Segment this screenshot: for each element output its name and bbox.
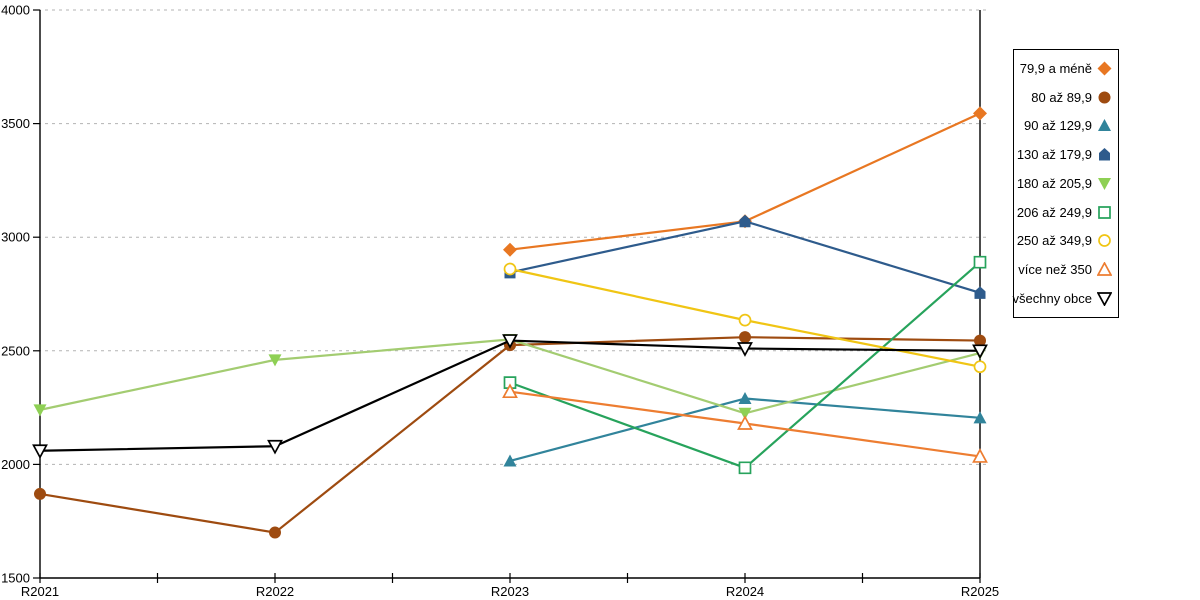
circle-marker-icon [739, 331, 751, 344]
series-markers-0 [503, 106, 987, 257]
legend-item-2: 90 až 129,9 [1014, 112, 1118, 140]
legend-item-5: 206 až 249,9 [1014, 198, 1118, 226]
legend-label: 180 až 205,9 [1016, 175, 1092, 191]
triangle-up-marker-icon [503, 454, 517, 467]
circle-marker-icon [1098, 91, 1111, 104]
triangle-down-marker-icon [1098, 177, 1111, 190]
triangle-up-marker-icon [972, 448, 988, 463]
series-line-3 [508, 220, 982, 294]
legend-label: 90 až 129,9 [1024, 118, 1092, 134]
triangle-down-marker-icon [32, 444, 48, 460]
pentagon-marker-icon [739, 214, 751, 228]
legend-item-7: více než 350 [1014, 256, 1118, 284]
legend-label: více než 350 [1018, 262, 1092, 278]
series-line-1 [38, 336, 982, 534]
x-tick-label: R2023 [491, 584, 529, 599]
triangle-up-marker-icon [973, 411, 987, 424]
circle-marker-icon [34, 487, 46, 500]
x-tick-label: R2022 [256, 584, 294, 599]
circle-marker-icon [1098, 234, 1111, 248]
circle-icon [1098, 234, 1111, 248]
y-tick-label: 3500 [1, 116, 30, 131]
y-tick-label: 2500 [1, 343, 30, 358]
triangle-down-marker-icon [267, 439, 283, 455]
square-icon [1098, 205, 1111, 219]
pentagon-marker-icon [974, 286, 986, 299]
series-markers-7 [502, 383, 988, 463]
legend-label: 250 až 349,9 [1016, 233, 1092, 249]
series-markers-5 [503, 255, 987, 475]
series-markers-6 [503, 262, 987, 374]
series-line-0 [508, 112, 982, 251]
legend-label: 80 až 89,9 [1031, 89, 1092, 105]
series-line-5 [508, 261, 982, 469]
y-tick-label: 4000 [1, 3, 30, 18]
triangle-down-marker-icon [502, 334, 518, 349]
triangle-up-marker-icon [738, 392, 752, 405]
triangle-up-marker-icon [1097, 262, 1112, 277]
series-markers-2 [503, 392, 987, 467]
diamond-marker-icon [503, 242, 517, 257]
legend-item-6: 250 až 349,9 [1014, 227, 1118, 255]
circle-marker-icon [738, 313, 752, 327]
legend-label: 206 až 249,9 [1016, 204, 1092, 220]
x-tick-label: R2024 [726, 584, 764, 599]
legend-item-4: 180 až 205,9 [1014, 169, 1118, 197]
triangle-up-marker-icon [502, 383, 518, 399]
legend-item-1: 80 až 89,9 [1014, 83, 1118, 111]
triangle-down-marker-icon [268, 354, 282, 367]
legend-label: všechny obce [1012, 291, 1093, 306]
x-tick-label: R2021 [21, 584, 59, 599]
x-tick-label: R2025 [961, 584, 999, 599]
circle-marker-icon [269, 526, 281, 539]
triangle-down-marker-icon [738, 407, 752, 420]
diamond-icon [1097, 61, 1112, 76]
circle-marker-icon [974, 334, 986, 347]
legend: 79,9 a méně 80 až 89,9 90 až 129,9 130 až 1… [1013, 49, 1119, 318]
triangle-down-icon [1098, 177, 1111, 190]
triangle-up-marker-icon [737, 415, 753, 430]
square-marker-icon [973, 255, 987, 269]
legend-item-0: 79,9 a méně [1014, 54, 1118, 82]
circle-marker-icon [973, 360, 987, 374]
triangle-down-icon [1097, 292, 1112, 306]
legend-item-8: všechny obce [1012, 285, 1118, 313]
triangle-up-marker-icon [1098, 119, 1111, 132]
legend-label: 79,9 a méně [1019, 60, 1092, 76]
triangle-up-icon [1097, 262, 1112, 277]
pentagon-icon [1099, 148, 1110, 161]
circle-marker-icon [503, 262, 517, 276]
triangle-down-marker-icon [33, 404, 47, 417]
y-tick-label: 2000 [1, 457, 30, 472]
legend-item-3: 130 až 179,9 [1014, 141, 1118, 169]
pentagon-marker-icon [1099, 148, 1110, 161]
square-marker-icon [503, 376, 517, 389]
diamond-marker-icon [1097, 61, 1112, 76]
diamond-marker-icon [973, 106, 987, 121]
series-markers-8 [32, 334, 988, 460]
triangle-down-marker-icon [1097, 292, 1112, 306]
legend-label: 130 až 179,9 [1016, 147, 1092, 163]
circle-icon [1098, 91, 1111, 104]
square-marker-icon [738, 461, 752, 475]
triangle-down-marker-icon [972, 344, 988, 360]
triangle-down-marker-icon [737, 342, 753, 357]
y-tick-label: 3000 [1, 230, 30, 245]
square-marker-icon [1098, 205, 1111, 219]
series-markers-1 [34, 331, 986, 539]
triangle-up-icon [1098, 119, 1111, 132]
y-tick-label: 1500 [1, 571, 30, 586]
